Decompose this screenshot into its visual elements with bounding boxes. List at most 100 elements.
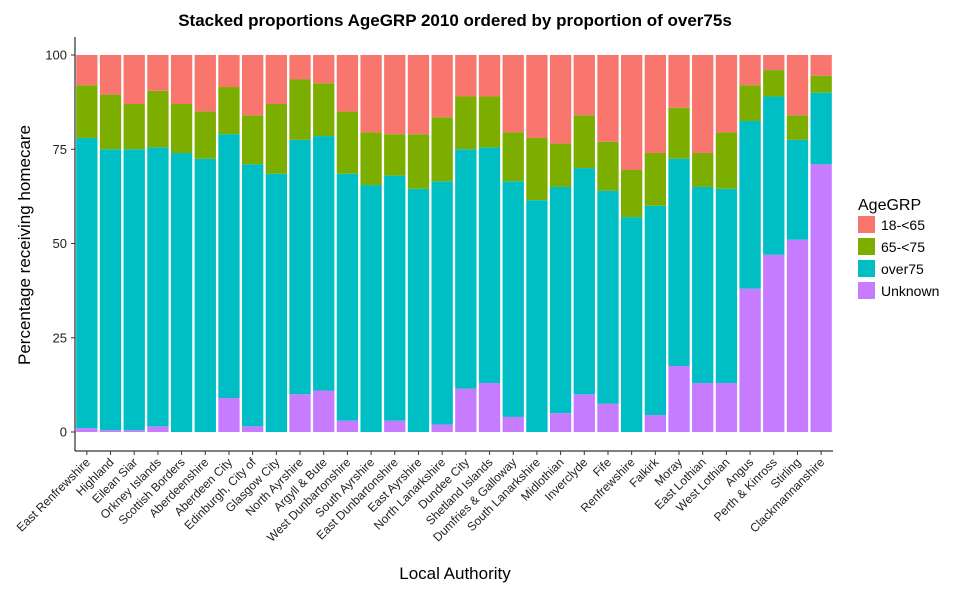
bar-segment <box>123 55 145 105</box>
bar-segment <box>763 70 785 97</box>
bar-stack <box>786 55 809 432</box>
legend-label: Unknown <box>881 283 939 299</box>
bar-segment <box>99 430 122 432</box>
bar-stack <box>289 55 311 432</box>
bar-stack <box>194 55 216 432</box>
bar-segment <box>147 147 169 427</box>
bar-segment <box>810 55 832 76</box>
y-tick-label: 100 <box>45 48 67 63</box>
bar-segment <box>502 416 524 432</box>
y-axis: 0 25 50 75 100 <box>45 37 76 451</box>
bar-segment <box>763 55 785 71</box>
bar-segment <box>313 55 335 84</box>
bar-segment <box>313 136 335 391</box>
y-tick-label: 25 <box>53 330 67 345</box>
legend-title: AgeGRP <box>858 197 921 214</box>
legend: AgeGRP 18-<65 65-<75 over75 Unknown <box>858 197 939 299</box>
bar-segment <box>597 141 619 191</box>
bar-segment <box>431 117 453 182</box>
bar-stack <box>170 55 193 432</box>
bar-stack <box>76 55 98 432</box>
bar-segment <box>431 55 453 118</box>
bar-segment <box>478 382 501 432</box>
bar-segment <box>123 104 145 150</box>
bar-stack <box>644 55 666 432</box>
bar-segment <box>76 85 98 138</box>
bar-segment <box>621 55 643 170</box>
bar-segment <box>478 96 501 148</box>
bar-stack <box>668 55 690 432</box>
bar-segment <box>786 139 809 240</box>
bar-segment <box>692 55 714 154</box>
bar-segment <box>786 55 809 116</box>
bar-segment <box>194 55 216 112</box>
bar-segment <box>99 55 122 95</box>
bar-segment <box>360 55 382 133</box>
bar-segment <box>265 173 287 432</box>
legend-label: 65-<75 <box>881 239 925 255</box>
bar-segment <box>739 85 761 121</box>
bar-segment <box>526 200 548 432</box>
bar-segment <box>739 120 761 289</box>
bar-segment <box>455 96 477 150</box>
bar-stack <box>478 55 501 432</box>
bar-segment <box>336 111 359 174</box>
bar-segment <box>715 55 738 133</box>
bar-stack <box>384 55 406 432</box>
bar-segment <box>384 420 406 432</box>
bar-stack <box>502 55 524 432</box>
bar-stack <box>123 55 145 432</box>
bar-segment <box>76 55 98 86</box>
bar-segment <box>478 147 501 383</box>
bar-segment <box>218 134 240 399</box>
bar-segment <box>218 398 240 432</box>
bar-stack <box>573 55 595 432</box>
bar-segment <box>147 90 169 148</box>
x-axis-title: Local Authority <box>399 564 511 583</box>
bar-segment <box>123 430 145 432</box>
bar-segment <box>526 137 548 201</box>
bar-segment <box>549 186 572 414</box>
bar-segment <box>810 75 832 93</box>
bar-segment <box>739 55 761 86</box>
bar-segment <box>99 94 122 150</box>
bar-segment <box>455 55 477 97</box>
bar-segment <box>763 96 785 255</box>
bar-segment <box>147 426 169 432</box>
bar-segment <box>573 115 595 169</box>
legend-label: 18-<65 <box>881 217 925 233</box>
bar-segment <box>455 388 477 432</box>
bar-stack <box>242 55 264 432</box>
bar-stack <box>739 55 761 432</box>
chart-title: Stacked proportions AgeGRP 2010 ordered … <box>178 11 732 30</box>
bar-stack <box>597 55 619 432</box>
bar-stack <box>431 55 453 432</box>
bar-segment <box>810 164 832 432</box>
bar-segment <box>549 55 572 144</box>
bar-segment <box>763 254 785 432</box>
bar-segment <box>526 55 548 138</box>
bar-stack <box>810 55 832 432</box>
bar-segment <box>621 217 643 432</box>
bar-segment <box>668 366 690 432</box>
y-tick-label: 50 <box>53 236 67 251</box>
bar-segment <box>668 158 690 367</box>
bar-segment <box>336 173 359 421</box>
plot-area <box>76 55 832 432</box>
y-tick-label: 0 <box>60 425 67 440</box>
legend-swatch <box>858 238 875 255</box>
bar-stack <box>265 55 287 432</box>
bar-segment <box>407 55 430 135</box>
legend-swatch <box>858 282 875 299</box>
bar-segment <box>99 149 122 431</box>
bar-segment <box>194 158 216 432</box>
bar-segment <box>170 55 193 105</box>
bar-segment <box>715 132 738 189</box>
bar-segment <box>786 239 809 432</box>
bar-segment <box>265 55 287 105</box>
bar-segment <box>289 139 311 395</box>
bar-segment <box>242 115 264 165</box>
bar-segment <box>644 55 666 154</box>
bar-segment <box>715 382 738 432</box>
